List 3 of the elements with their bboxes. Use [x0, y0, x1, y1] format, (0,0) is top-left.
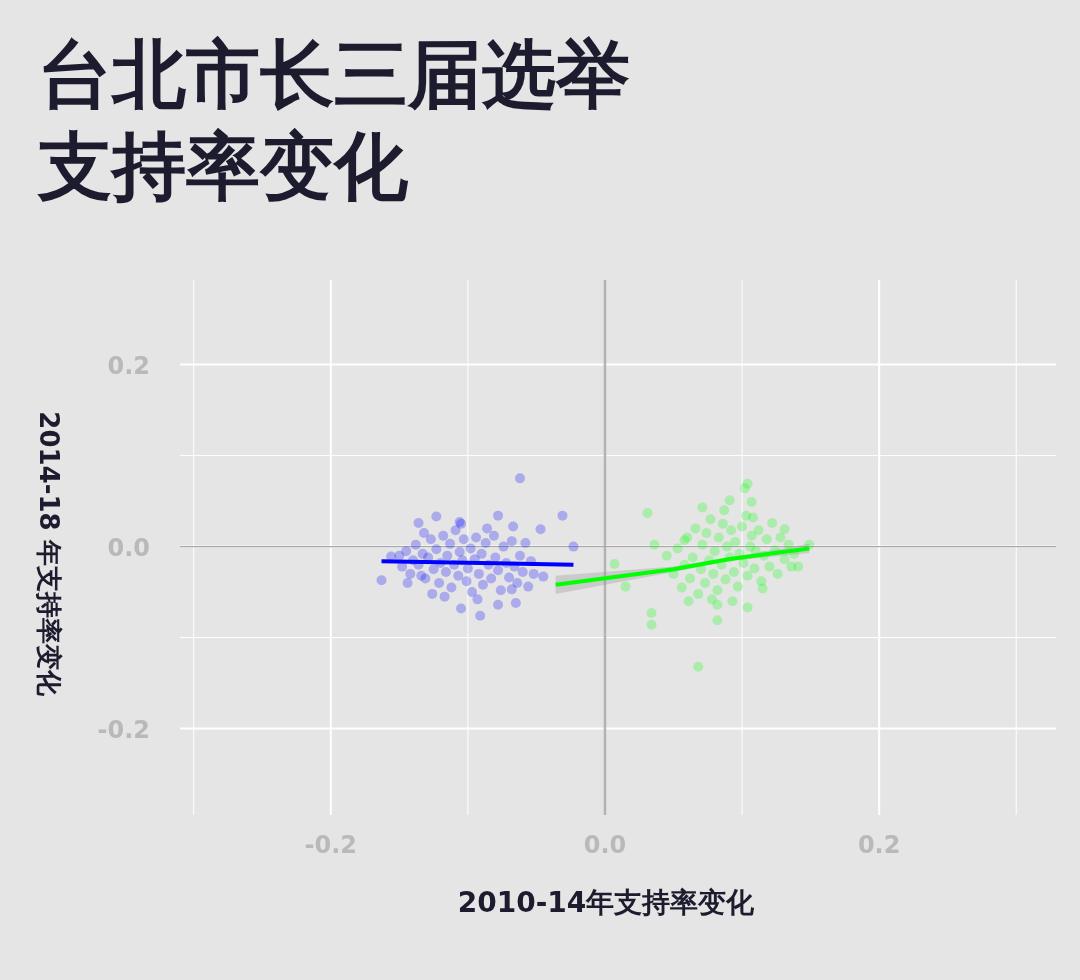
y-axis-title: 2014-18 年支持率变化	[34, 411, 64, 697]
x-axis-title: 2010-14年支持率变化	[457, 886, 756, 919]
chart-title: 台北市长三届选举支持率变化	[38, 30, 631, 211]
